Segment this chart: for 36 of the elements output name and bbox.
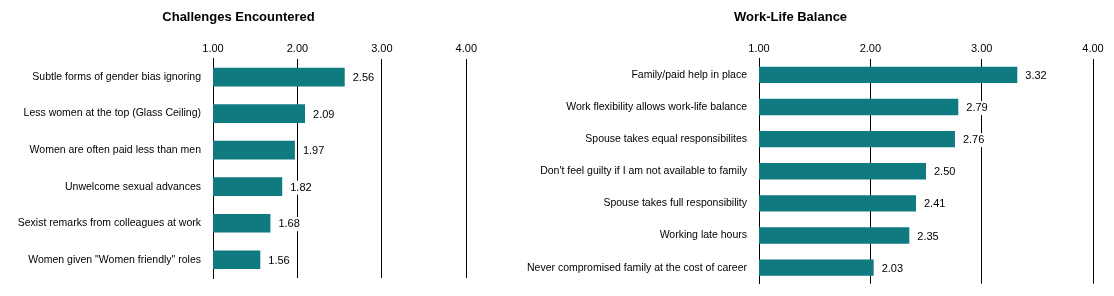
data-label: 3.32: [1025, 68, 1047, 81]
x-tick-label: 2.00: [286, 42, 309, 55]
y-tick-label: Don't feel guilty if I am not available to family: [540, 164, 748, 177]
data-label: 2.35: [917, 229, 939, 242]
x-tick-label: 1.00: [748, 42, 770, 55]
y-tick-label: Never compromised family at the cost of career: [527, 260, 748, 273]
data-label: 1.56: [268, 253, 290, 266]
y-tick-label: Women are often paid less than men: [29, 143, 202, 156]
chart-title: Work-Life Balance: [733, 9, 848, 25]
data-label: 1.97: [302, 144, 325, 157]
y-tick-label: Subtle forms of gender bias ignoring: [32, 69, 202, 82]
x-tick-label: 4.00: [1082, 42, 1104, 55]
y-tick-label: Family/paid help in place: [631, 67, 748, 80]
y-tick-label: Sexist remarks from colleagues at work: [17, 216, 202, 229]
data-label: 2.41: [923, 197, 946, 210]
x-tick-label: 3.00: [970, 42, 993, 55]
x-tick-label: 1.00: [202, 42, 224, 55]
data-label: 1.68: [278, 217, 300, 230]
y-tick-label: Less women at the top (Glass Ceiling): [23, 106, 201, 119]
x-tick-label: 4.00: [455, 42, 478, 55]
data-label: 2.50: [934, 165, 956, 178]
data-label: 2.09: [313, 107, 335, 120]
data-label: 2.56: [352, 71, 375, 84]
y-tick-label: Unwelcome sexual advances: [65, 179, 201, 192]
chart-title: Challenges Encountered: [162, 9, 315, 25]
y-tick-label: Spouse takes full responsibility: [603, 196, 748, 209]
data-label: 1.82: [290, 180, 312, 193]
x-tick-label: 3.00: [371, 42, 393, 55]
x-tick-label: 2.00: [859, 42, 882, 55]
y-tick-label: Working late hours: [659, 228, 747, 241]
data-label: 2.79: [966, 101, 988, 114]
data-label: 2.03: [881, 261, 904, 274]
data-label: 2.76: [962, 133, 985, 146]
y-tick-label: Women given "Women friendly" roles: [28, 252, 201, 265]
y-tick-label: Work flexibility allows work-life balance: [566, 99, 748, 112]
y-tick-label: Spouse takes equal responsibilites: [585, 132, 747, 145]
